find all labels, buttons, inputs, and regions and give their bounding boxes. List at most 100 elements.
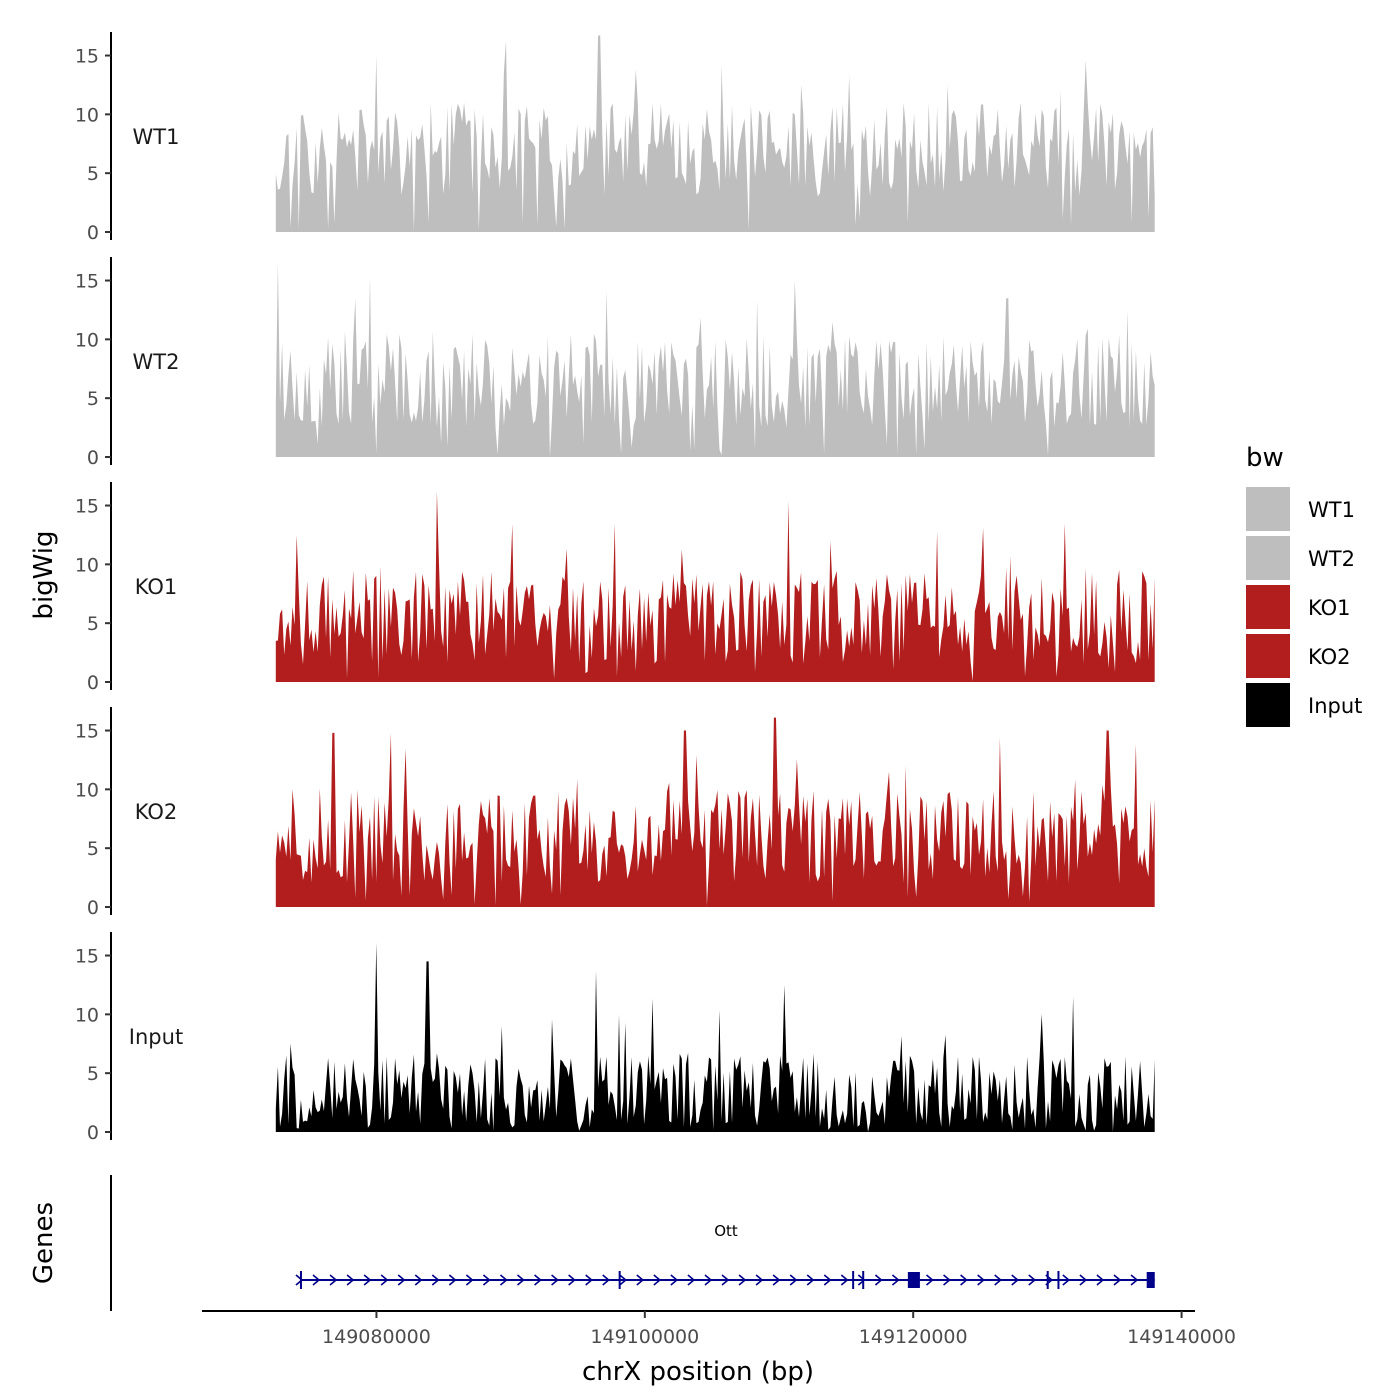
strand-arrow bbox=[943, 1274, 951, 1286]
legend-swatch-ko2 bbox=[1246, 634, 1290, 678]
y-axis-title: bigWig bbox=[29, 530, 59, 619]
y-tick-label: 15 bbox=[75, 496, 99, 518]
strand-arrow bbox=[823, 1274, 832, 1286]
x-axis: 149080000 149100000 149120000 149140000 bbox=[202, 1310, 1236, 1348]
signal-area-ko1 bbox=[275, 491, 1155, 682]
exon bbox=[299, 1271, 302, 1289]
track-panel-ko2: 0 5 10 15 KO2 bbox=[75, 707, 1155, 919]
exon bbox=[1057, 1271, 1060, 1289]
strand-arrow bbox=[551, 1274, 559, 1286]
y-tick-label: 15 bbox=[75, 721, 99, 743]
exon bbox=[1046, 1271, 1049, 1289]
track-label-input: Input bbox=[129, 1025, 183, 1049]
signal-area-ko2 bbox=[275, 717, 1155, 907]
strand-arrow bbox=[1011, 1274, 1019, 1286]
strand-arrow bbox=[534, 1274, 542, 1286]
strand-arrow bbox=[994, 1274, 1002, 1286]
exon bbox=[618, 1271, 621, 1289]
strand-arrow bbox=[960, 1274, 968, 1286]
strand-arrow bbox=[431, 1274, 440, 1286]
gene-model bbox=[295, 1271, 1156, 1289]
strand-arrow bbox=[499, 1274, 508, 1286]
y-tick-label: 5 bbox=[87, 838, 99, 860]
strand-arrow bbox=[755, 1274, 764, 1286]
x-tick-label: 149100000 bbox=[590, 1326, 699, 1348]
track-panel-input: 0 5 10 15 Input bbox=[75, 932, 1155, 1144]
y-tick-label: 10 bbox=[75, 104, 99, 126]
exon bbox=[1146, 1272, 1155, 1288]
strand-arrow bbox=[721, 1274, 730, 1286]
y-tick-label: 10 bbox=[75, 554, 99, 576]
strand-arrow bbox=[312, 1274, 321, 1286]
y-tick-label: 0 bbox=[87, 897, 99, 919]
strand-arrow bbox=[704, 1274, 713, 1286]
strand-arrow bbox=[1062, 1274, 1071, 1286]
legend-label-input: Input bbox=[1308, 694, 1362, 718]
strand-arrow bbox=[772, 1274, 781, 1286]
gene-name-label: Ott bbox=[714, 1222, 738, 1240]
y-tick-label: 0 bbox=[87, 222, 99, 244]
strand-arrow bbox=[687, 1274, 696, 1286]
strand-arrow bbox=[977, 1274, 985, 1286]
legend-label-ko1: KO1 bbox=[1308, 596, 1351, 620]
signal-area-input bbox=[275, 942, 1155, 1132]
track-label-ko1: KO1 bbox=[135, 575, 178, 599]
track-panels: 0 5 10 15 WT1 0 5 10 15 WT2 0 5 10 15 KO1 0 5 10 15 KO2 0 5 10… bbox=[75, 32, 1155, 1144]
signal-area-wt1 bbox=[275, 35, 1155, 232]
y-tick-label: 0 bbox=[87, 1122, 99, 1144]
y-tick-label: 5 bbox=[87, 613, 99, 635]
signal-area-wt2 bbox=[275, 262, 1155, 457]
strand-arrow bbox=[414, 1274, 423, 1286]
x-tick-label: 149120000 bbox=[859, 1326, 968, 1348]
strand-arrow bbox=[329, 1274, 338, 1286]
legend-label-wt2: WT2 bbox=[1308, 547, 1355, 571]
exon bbox=[907, 1272, 920, 1288]
exon bbox=[852, 1271, 855, 1289]
track-label-wt2: WT2 bbox=[133, 350, 180, 374]
strand-arrow bbox=[1113, 1274, 1122, 1286]
strand-arrow bbox=[516, 1274, 525, 1286]
strand-arrow bbox=[602, 1274, 610, 1286]
strand-arrow bbox=[806, 1274, 815, 1286]
y-tick-label: 0 bbox=[87, 447, 99, 469]
strand-arrow bbox=[636, 1274, 645, 1286]
x-axis-title: chrX position (bp) bbox=[582, 1357, 814, 1387]
strand-arrow bbox=[670, 1274, 679, 1286]
legend-label-wt1: WT1 bbox=[1308, 498, 1355, 522]
x-tick-label: 149080000 bbox=[322, 1326, 431, 1348]
strand-arrow bbox=[482, 1274, 491, 1286]
strand-arrow bbox=[840, 1274, 849, 1286]
track-panel-wt2: 0 5 10 15 WT2 bbox=[75, 257, 1155, 469]
y-tick-label: 10 bbox=[75, 329, 99, 351]
strand-arrow bbox=[380, 1274, 389, 1286]
strand-arrow bbox=[448, 1274, 457, 1286]
legend-title: bw bbox=[1246, 443, 1284, 473]
y-tick-label: 5 bbox=[87, 163, 99, 185]
strand-arrow bbox=[397, 1274, 406, 1286]
track-label-ko2: KO2 bbox=[135, 800, 178, 824]
strand-arrow bbox=[857, 1274, 866, 1286]
strand-arrow bbox=[363, 1274, 372, 1286]
track-label-wt1: WT1 bbox=[133, 125, 180, 149]
strand-arrow bbox=[585, 1274, 593, 1286]
exon bbox=[862, 1271, 865, 1289]
legend-swatch-input bbox=[1246, 683, 1290, 727]
x-tick-label: 149140000 bbox=[1127, 1326, 1236, 1348]
legend-label-ko2: KO2 bbox=[1308, 645, 1351, 669]
y-tick-label: 15 bbox=[75, 46, 99, 68]
strand-arrow bbox=[1130, 1274, 1139, 1286]
legend-swatch-ko1 bbox=[1246, 585, 1290, 629]
strand-arrow bbox=[1028, 1274, 1037, 1286]
strand-arrow bbox=[926, 1274, 934, 1286]
strand-arrow bbox=[891, 1274, 900, 1286]
track-panel-wt1: 0 5 10 15 WT1 bbox=[75, 32, 1155, 244]
y-tick-label: 5 bbox=[87, 1063, 99, 1085]
strand-arrow bbox=[874, 1274, 883, 1286]
strand-arrow bbox=[1096, 1274, 1105, 1286]
strand-arrow bbox=[738, 1274, 747, 1286]
strand-arrow bbox=[346, 1274, 355, 1286]
strand-arrow bbox=[1079, 1274, 1088, 1286]
strand-arrow bbox=[619, 1274, 628, 1286]
legend-swatch-wt2 bbox=[1246, 536, 1290, 580]
